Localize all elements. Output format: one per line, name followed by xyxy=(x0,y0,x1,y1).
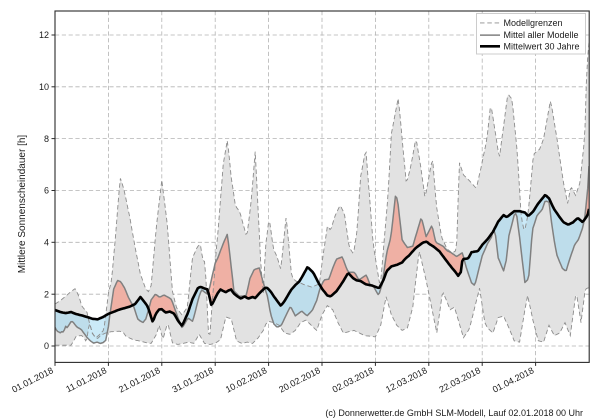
svg-text:4: 4 xyxy=(44,238,49,248)
svg-text:Mittel aller Modelle: Mittel aller Modelle xyxy=(504,30,579,40)
svg-text:12: 12 xyxy=(39,30,49,40)
svg-text:Mittelwert 30 Jahre: Mittelwert 30 Jahre xyxy=(504,41,580,51)
svg-text:6: 6 xyxy=(44,186,49,196)
svg-text:(c) Donnerwetter.de GmbH SLM-M: (c) Donnerwetter.de GmbH SLM-Modell, Lau… xyxy=(325,408,583,418)
svg-text:0: 0 xyxy=(44,341,49,351)
svg-text:8: 8 xyxy=(44,134,49,144)
svg-text:Mittlere Sonnenscheindauer [h]: Mittlere Sonnenscheindauer [h] xyxy=(17,135,28,274)
svg-text:Modellgrenzen: Modellgrenzen xyxy=(504,18,563,28)
svg-text:10: 10 xyxy=(39,82,49,92)
svg-text:2: 2 xyxy=(44,289,49,299)
